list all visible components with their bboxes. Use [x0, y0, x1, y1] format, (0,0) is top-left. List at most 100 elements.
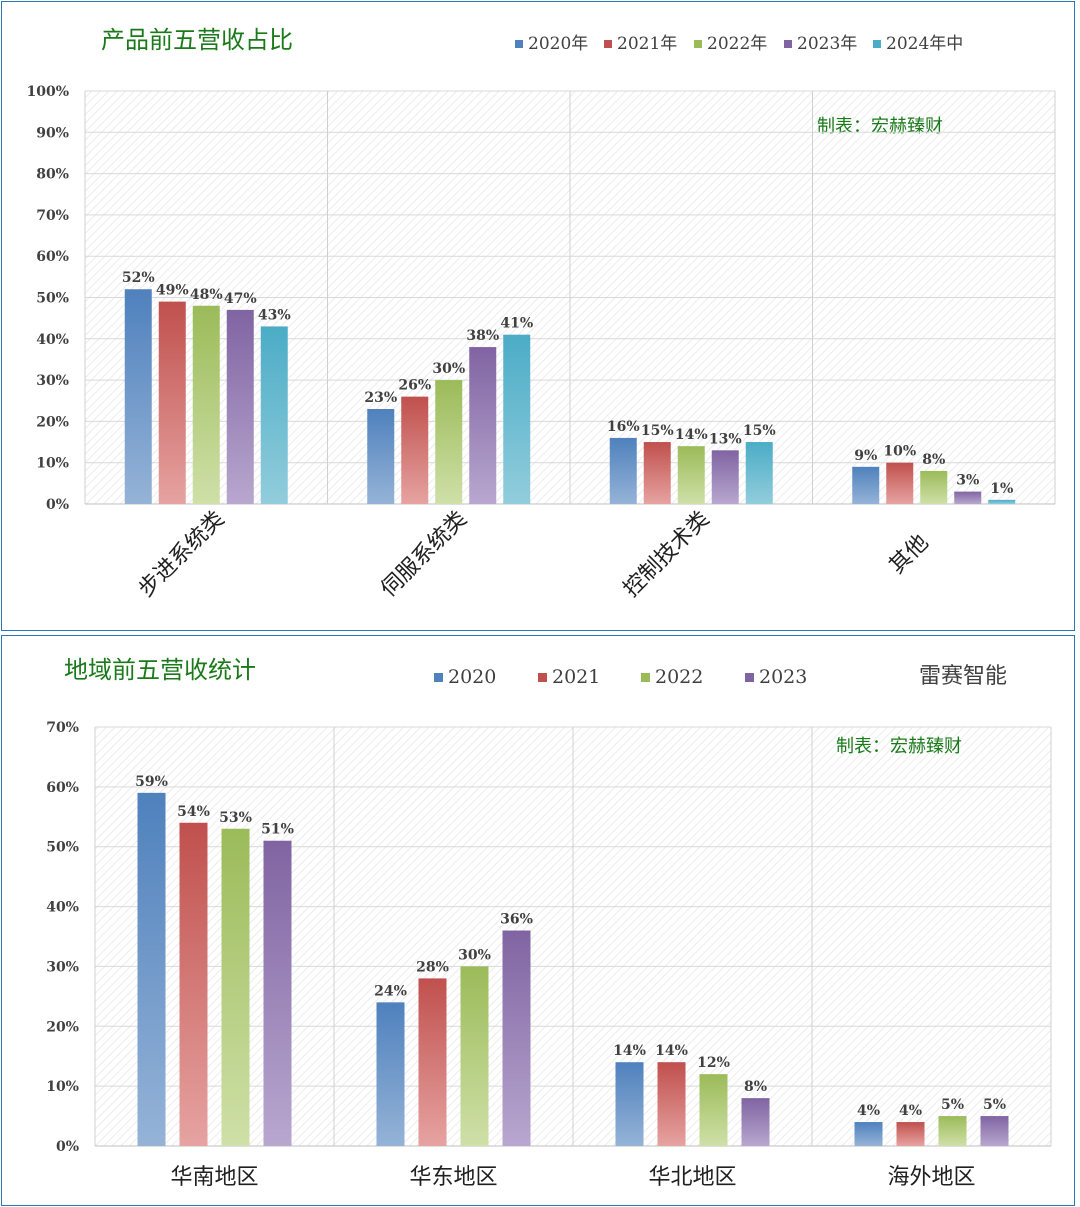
legend-entry: 2021年	[617, 34, 677, 54]
brand-label: 雷赛智能	[919, 664, 1007, 689]
bar	[221, 828, 250, 1146]
data-label: 51%	[261, 822, 294, 838]
data-label: 48%	[190, 287, 223, 303]
y-tick-label: 20%	[36, 414, 69, 430]
data-label: 13%	[709, 431, 742, 447]
data-label: 4%	[899, 1103, 922, 1119]
y-tick-label: 40%	[36, 332, 69, 348]
bar	[886, 462, 914, 504]
bar	[711, 450, 739, 504]
data-label: 5%	[941, 1097, 964, 1113]
y-tick-label: 90%	[36, 125, 69, 141]
y-tick-label: 20%	[46, 1019, 79, 1035]
bar	[643, 442, 671, 504]
bar	[954, 491, 982, 504]
legend-entry: 2020年	[528, 34, 588, 54]
legend-entry: 2022	[655, 666, 703, 688]
category-label: 步进系统类	[134, 507, 229, 602]
legend-swatch	[784, 40, 792, 48]
bar	[460, 966, 489, 1146]
data-label: 8%	[922, 452, 945, 468]
bar	[435, 380, 463, 504]
data-label: 26%	[398, 378, 431, 394]
data-label: 41%	[500, 316, 533, 332]
bar	[938, 1116, 967, 1146]
category-label: 华北地区	[648, 1165, 736, 1190]
legend-swatch	[515, 40, 523, 48]
legend-swatch	[745, 673, 754, 682]
category-label: 伺服系统类	[376, 507, 471, 602]
legend-entry: 2022年	[707, 34, 767, 54]
bar	[745, 442, 773, 504]
bar	[677, 446, 705, 504]
data-label: 15%	[743, 423, 776, 439]
bar	[260, 326, 288, 504]
data-label: 28%	[416, 959, 449, 975]
bar	[469, 347, 497, 504]
data-label: 14%	[675, 427, 708, 443]
data-label: 14%	[613, 1043, 646, 1059]
data-label: 43%	[258, 307, 291, 323]
legend-swatch	[434, 673, 443, 682]
category-label: 其他	[885, 530, 934, 579]
data-label: 30%	[458, 947, 491, 963]
bar	[376, 1002, 405, 1146]
data-label: 15%	[641, 423, 674, 439]
legend-swatch	[604, 40, 612, 48]
y-tick-label: 0%	[46, 497, 69, 513]
bar	[699, 1074, 728, 1146]
bar	[896, 1122, 925, 1146]
category-label: 海外地区	[887, 1165, 975, 1190]
data-label: 30%	[432, 361, 465, 377]
y-tick-label: 30%	[46, 959, 79, 975]
data-label: 36%	[500, 912, 533, 928]
data-label: 16%	[607, 419, 640, 435]
bar	[179, 822, 208, 1146]
data-label: 47%	[224, 291, 257, 307]
bar	[920, 470, 948, 504]
data-label: 38%	[466, 328, 499, 344]
data-label: 59%	[135, 774, 168, 790]
chart-credit: 制表：宏赫臻财	[817, 116, 943, 137]
y-tick-label: 10%	[46, 1079, 79, 1095]
bar	[401, 396, 429, 504]
category-label: 控制技术类	[619, 507, 714, 602]
bar	[615, 1062, 644, 1146]
chart-panel-regions: 地域前五营收统计 雷赛智能 制表：宏赫臻财 2020 2021 2022 2023 0% 10%…	[1, 635, 1075, 1206]
chart-panel-products: 产品前五营收占比 制表：宏赫臻财 2020年 2021年 2022年 2023年 2024年…	[1, 1, 1075, 631]
bar	[609, 437, 637, 504]
bar	[367, 409, 395, 504]
bar	[980, 1116, 1009, 1146]
data-label: 53%	[219, 810, 252, 826]
y-tick-label: 30%	[36, 373, 69, 389]
y-tick-label: 0%	[56, 1139, 79, 1155]
data-label: 24%	[374, 983, 407, 999]
legend-swatch	[873, 40, 881, 48]
bar	[192, 305, 220, 504]
data-label: 14%	[655, 1043, 688, 1059]
legend: 2020 2021 2022 2023	[434, 666, 807, 688]
category-label: 华东地区	[409, 1165, 497, 1190]
category-label: 华南地区	[170, 1165, 258, 1190]
y-tick-label: 60%	[46, 780, 79, 796]
y-tick-label: 70%	[46, 720, 79, 736]
data-label: 54%	[177, 804, 210, 820]
legend-swatch	[641, 673, 650, 682]
data-label: 23%	[364, 390, 397, 406]
y-tick-label: 60%	[36, 249, 69, 265]
legend-swatch	[694, 40, 702, 48]
y-tick-label: 50%	[46, 840, 79, 856]
bar	[502, 930, 531, 1146]
legend-swatch	[538, 673, 547, 682]
data-label: 8%	[744, 1079, 767, 1095]
bar	[852, 466, 880, 504]
data-label: 9%	[854, 448, 877, 464]
bar	[741, 1098, 770, 1146]
bar	[124, 289, 152, 504]
data-label: 5%	[983, 1097, 1006, 1113]
y-tick-label: 100%	[26, 84, 69, 100]
bar	[226, 309, 254, 504]
data-label: 52%	[122, 270, 155, 286]
